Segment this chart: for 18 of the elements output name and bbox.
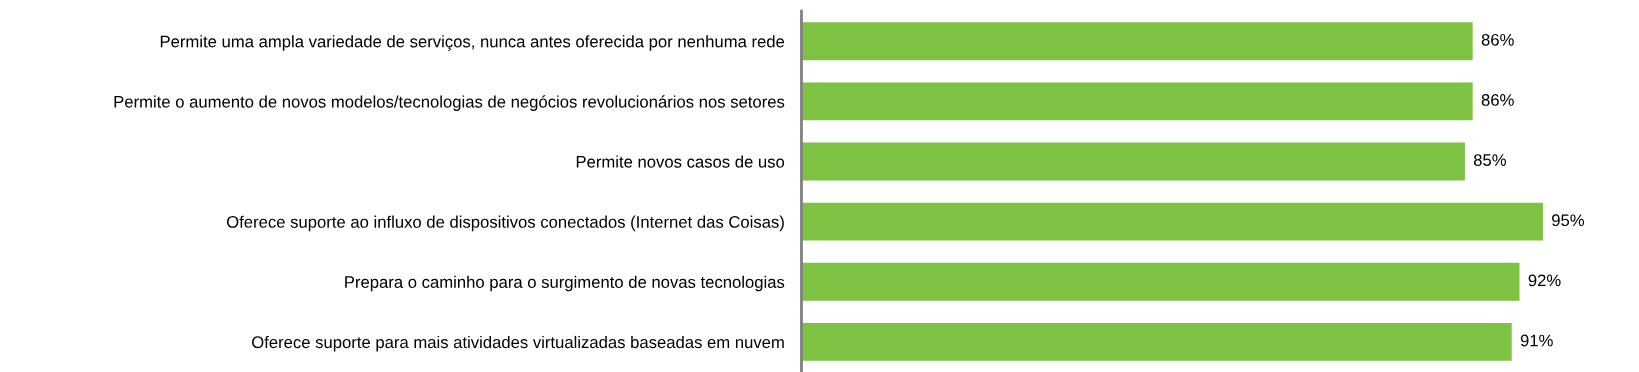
y-tick-label: Permite novos casos de uso — [576, 155, 785, 168]
bar — [801, 202, 1543, 241]
y-tick-label: Oferece suporte ao influxo de dispositivos conectados (Internet das Coisas) — [227, 215, 784, 232]
bar — [801, 322, 1512, 361]
bar — [801, 22, 1473, 61]
data-label: 86% — [1481, 33, 1514, 46]
data-label: 92% — [1528, 274, 1561, 287]
y-tick-label: Permite uma ampla variedade de serviços, nunca antes oferecida por nenhuma rede — [160, 35, 785, 51]
y-tick-label: Permite o aumento de novos modelos/tecnologias de negócios revolucionários nos setores — [114, 95, 785, 111]
bar — [801, 142, 1465, 181]
data-label: 91% — [1520, 334, 1553, 347]
bar — [801, 262, 1520, 301]
data-label: 95% — [1552, 214, 1585, 227]
y-tick-label: Prepara o caminho para o surgimento de novas tecnologias — [345, 275, 785, 292]
data-label: 86% — [1481, 94, 1514, 106]
y-tick-label: Oferece suporte para mais atividades virtualizadas baseadas em nuvem — [252, 335, 784, 352]
bar — [801, 82, 1473, 121]
data-label: 85% — [1473, 154, 1506, 166]
